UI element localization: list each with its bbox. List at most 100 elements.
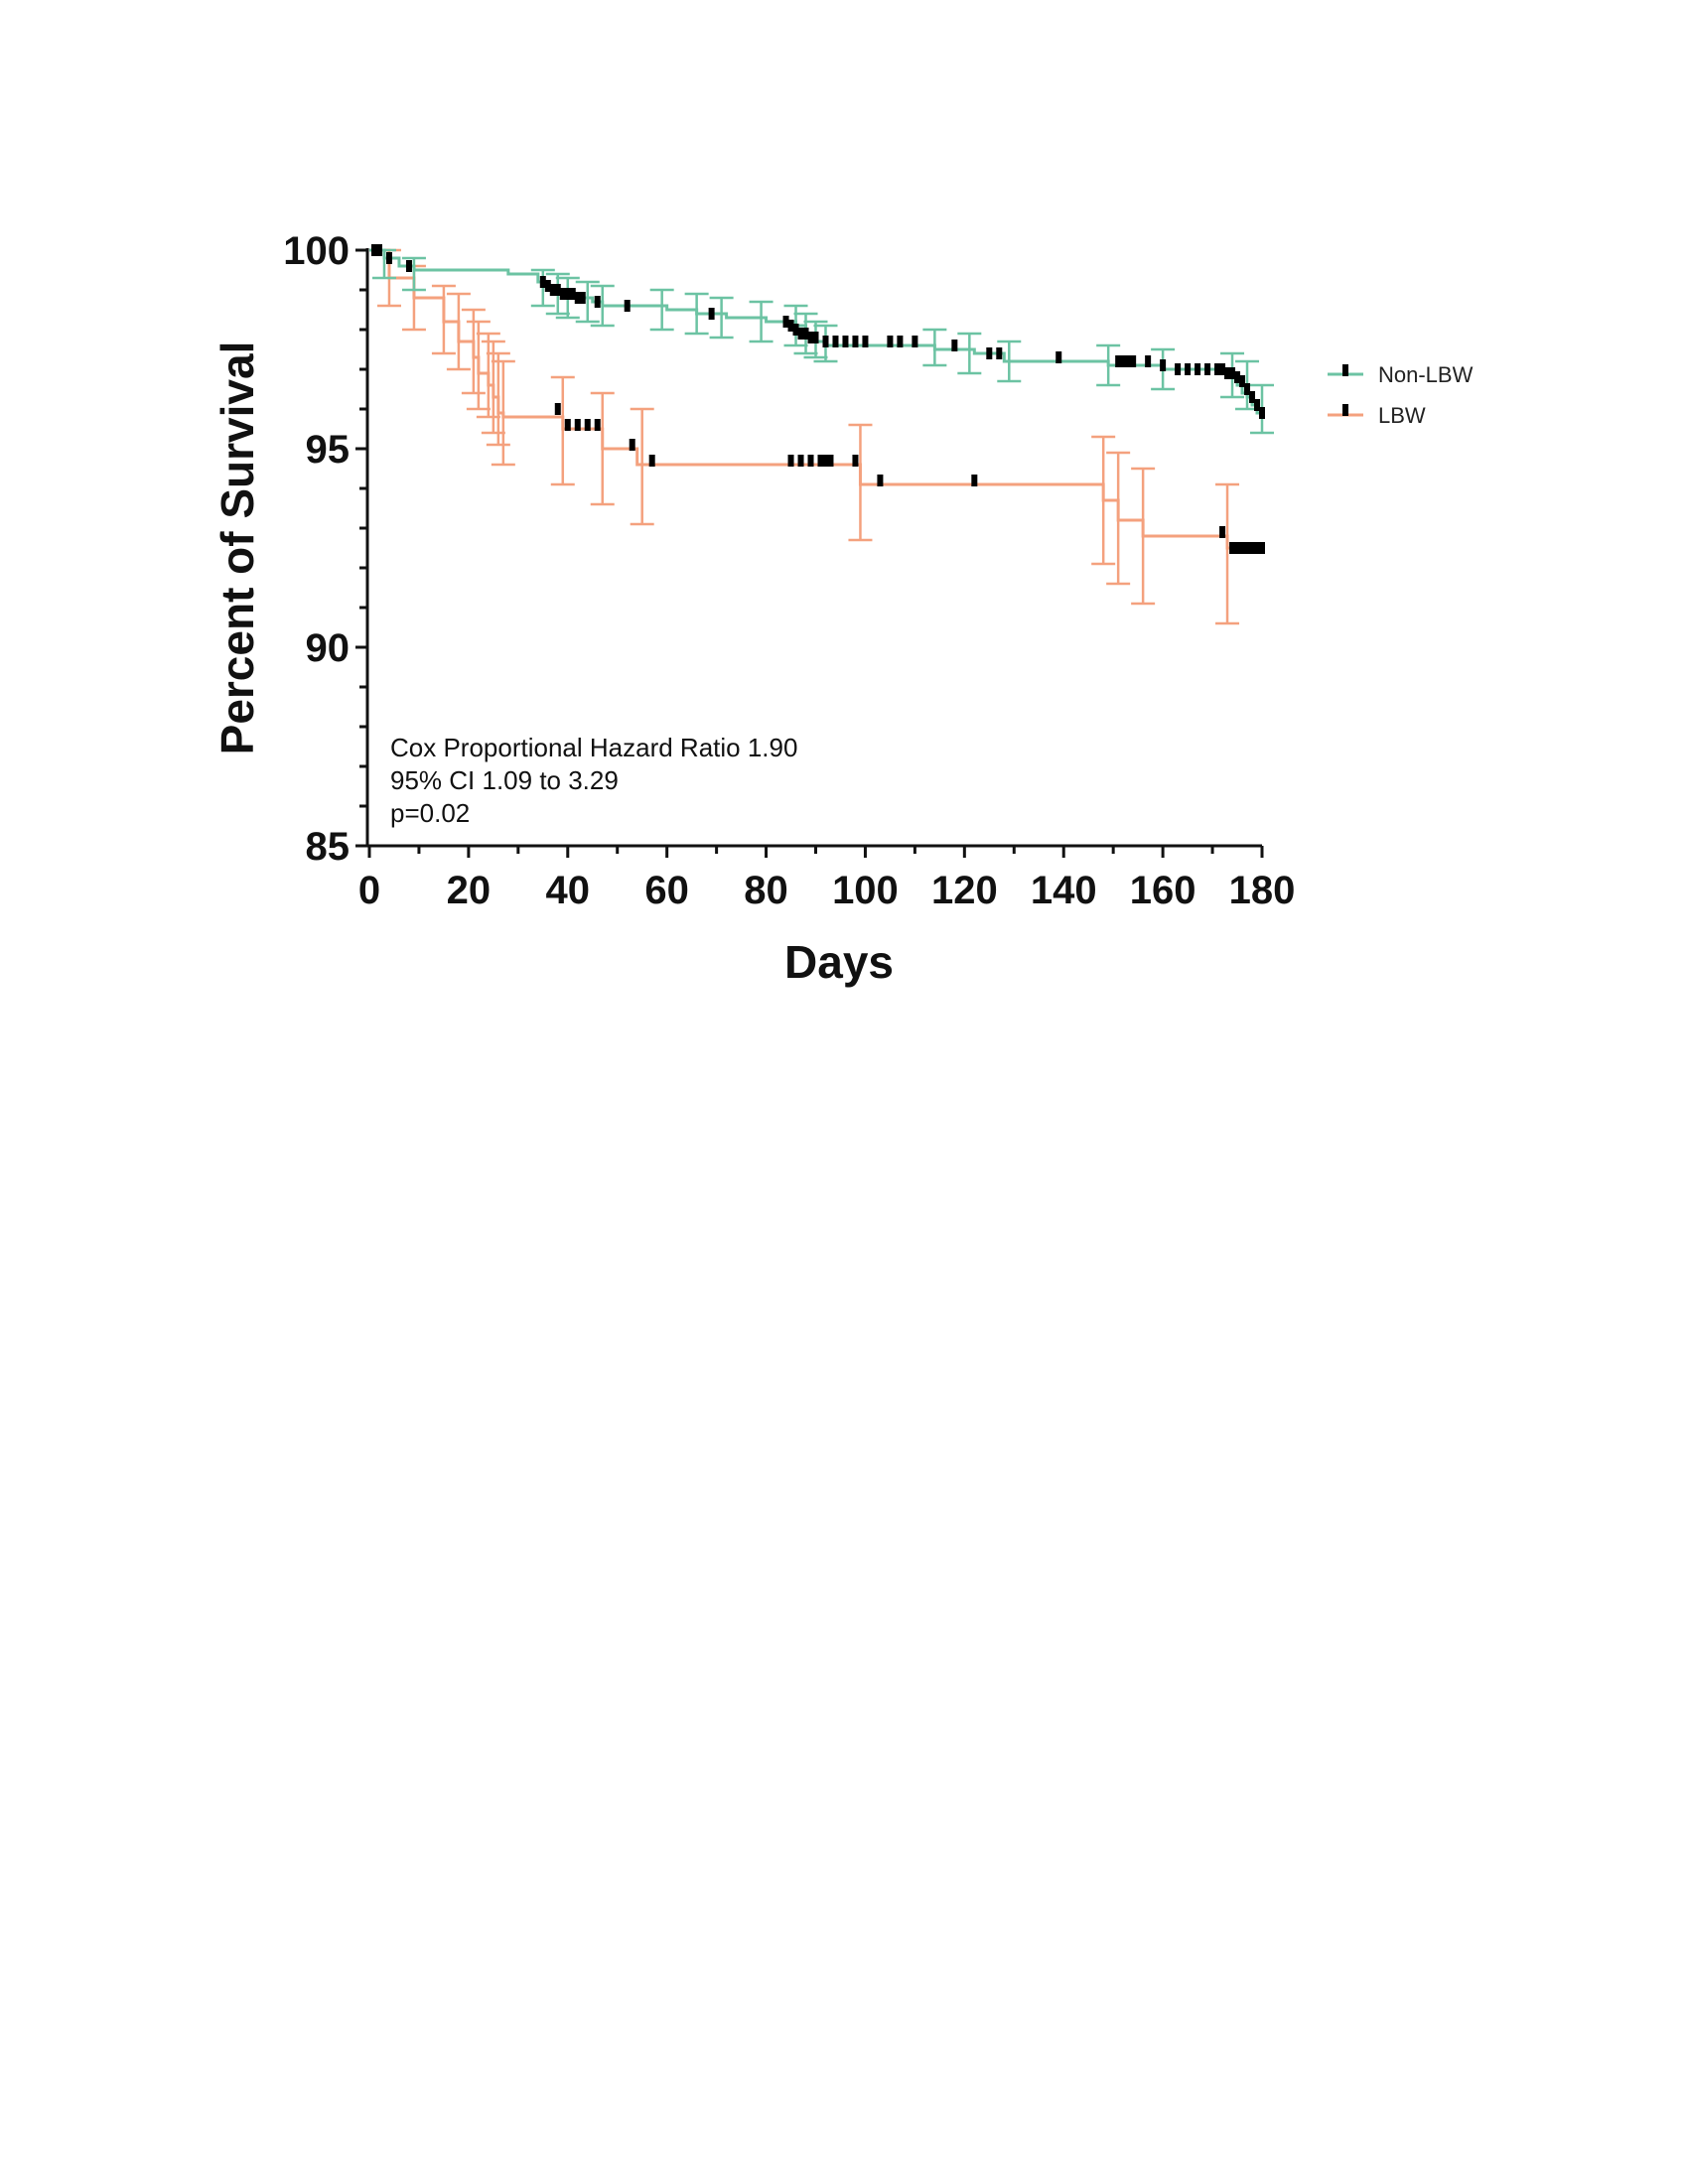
censor-mark-non-lbw — [862, 336, 869, 347]
legend-item-non-lbw: Non-LBW — [1328, 362, 1474, 387]
series-lbw — [369, 244, 1265, 625]
censor-mark-non-lbw — [951, 340, 958, 351]
y-tick-label: 85 — [306, 825, 351, 869]
censor-mark-non-lbw — [787, 320, 794, 332]
censor-mark-lbw — [817, 455, 824, 467]
censor-mark-non-lbw — [807, 332, 814, 343]
censor-mark-lbw — [1239, 542, 1246, 554]
censor-mark-non-lbw — [1125, 355, 1132, 367]
censor-mark-non-lbw — [812, 332, 819, 343]
y-ticks: 85 90 95 100 — [283, 229, 367, 869]
censor-mark-lbw — [629, 439, 635, 451]
censor-mark-non-lbw — [569, 288, 576, 300]
x-tick-label: 100 — [832, 869, 899, 912]
error-bar-lbw — [481, 340, 505, 435]
x-tick-label: 60 — [644, 869, 689, 912]
censor-mark-non-lbw — [579, 292, 586, 304]
series-layer — [369, 244, 1274, 625]
censor-mark-lbw — [1229, 542, 1236, 554]
y-tick-label: 95 — [306, 428, 351, 472]
censor-mark-lbw — [554, 403, 561, 415]
censor-mark-non-lbw — [564, 288, 571, 300]
legend-label-non-lbw: Non-LBW — [1378, 362, 1474, 387]
censor-mark-lbw — [564, 419, 571, 431]
error-bar-lbw — [1131, 467, 1156, 606]
error-bar-non-lbw — [575, 280, 600, 324]
series-non-lbw — [369, 244, 1274, 435]
censor-mark-non-lbw — [559, 288, 566, 300]
censor-mark-non-lbw — [549, 284, 556, 296]
censor-mark-non-lbw — [832, 336, 839, 347]
x-axis-title: Days — [784, 936, 894, 988]
censor-mark-non-lbw — [822, 336, 829, 347]
y-axis-title: Percent of Survival — [211, 341, 263, 755]
censor-mark-lbw — [584, 419, 591, 431]
x-tick-label: 40 — [546, 869, 591, 912]
censor-mark-non-lbw — [842, 336, 849, 347]
censor-mark-lbw — [1254, 542, 1261, 554]
censor-mark-lbw — [787, 455, 794, 467]
censor-mark-non-lbw — [1249, 391, 1256, 403]
error-bar-non-lbw — [401, 256, 426, 292]
censor-mark-lbw — [822, 455, 829, 467]
censor-mark-non-lbw — [1055, 351, 1062, 363]
error-bar-non-lbw — [684, 292, 709, 336]
error-bar-non-lbw — [709, 296, 734, 340]
censor-mark-lbw — [797, 455, 804, 467]
censor-mark-lbw — [574, 419, 581, 431]
censor-mark-non-lbw — [385, 252, 392, 264]
censor-mark-non-lbw — [574, 292, 581, 304]
censor-mark-non-lbw — [375, 244, 382, 256]
censor-mark-non-lbw — [539, 276, 546, 288]
x-tick-label: 140 — [1031, 869, 1097, 912]
censor-mark-non-lbw — [370, 244, 377, 256]
survival-line-lbw — [369, 248, 1262, 550]
x-tick-label: 160 — [1130, 869, 1196, 912]
censor-mark-non-lbw — [1130, 355, 1137, 367]
censor-mark-non-lbw — [405, 260, 412, 272]
error-bar-non-lbw — [1096, 343, 1121, 387]
y-tick-label: 90 — [306, 626, 351, 670]
annotation-hazard-ratio: Cox Proportional Hazard Ratio 1.90 — [390, 733, 797, 762]
censor-mark-lbw — [1219, 526, 1226, 538]
annotation-p-value: p=0.02 — [390, 798, 470, 828]
x-ticks: 0 20 40 60 80 100 120 140 160 180 — [358, 846, 1295, 912]
censor-mark-non-lbw — [1219, 363, 1226, 375]
censor-mark-non-lbw — [996, 347, 1003, 359]
censor-mark-non-lbw — [1120, 355, 1127, 367]
censor-mark-lbw — [594, 419, 601, 431]
legend-marker-lbw — [1342, 404, 1348, 416]
censor-mark-non-lbw — [1204, 363, 1211, 375]
error-bar-non-lbw — [922, 328, 947, 367]
legend-marker-non-lbw — [1342, 364, 1348, 376]
censor-mark-lbw — [1234, 542, 1241, 554]
stats-annotation: Cox Proportional Hazard Ratio 1.90 95% C… — [390, 733, 797, 828]
censor-mark-non-lbw — [708, 308, 715, 320]
censor-mark-non-lbw — [912, 336, 918, 347]
x-tick-label: 120 — [931, 869, 998, 912]
error-bar-lbw — [1106, 451, 1131, 586]
censor-mark-non-lbw — [1175, 363, 1182, 375]
censor-mark-non-lbw — [1254, 399, 1261, 411]
error-bar-lbw — [1215, 482, 1240, 625]
error-bar-lbw — [476, 332, 500, 419]
censor-mark-non-lbw — [594, 296, 601, 308]
censor-mark-non-lbw — [1239, 375, 1246, 387]
censor-mark-non-lbw — [986, 347, 993, 359]
error-bar-lbw — [486, 351, 510, 447]
error-bar-lbw — [461, 308, 486, 395]
error-bar-non-lbw — [749, 300, 774, 343]
censor-mark-non-lbw — [1160, 359, 1167, 371]
legend-item-lbw: LBW — [1328, 403, 1426, 428]
error-bar-lbw — [431, 284, 456, 355]
error-bar-lbw — [1091, 435, 1116, 566]
legend-label-lbw: LBW — [1378, 403, 1426, 428]
censor-mark-non-lbw — [544, 280, 551, 292]
error-bar-non-lbw — [649, 288, 674, 332]
error-bar-lbw — [491, 359, 515, 467]
censor-mark-non-lbw — [797, 328, 804, 340]
censor-mark-lbw — [1244, 542, 1251, 554]
error-bar-non-lbw — [997, 340, 1022, 383]
censor-mark-lbw — [877, 475, 884, 486]
x-tick-label: 20 — [447, 869, 492, 912]
